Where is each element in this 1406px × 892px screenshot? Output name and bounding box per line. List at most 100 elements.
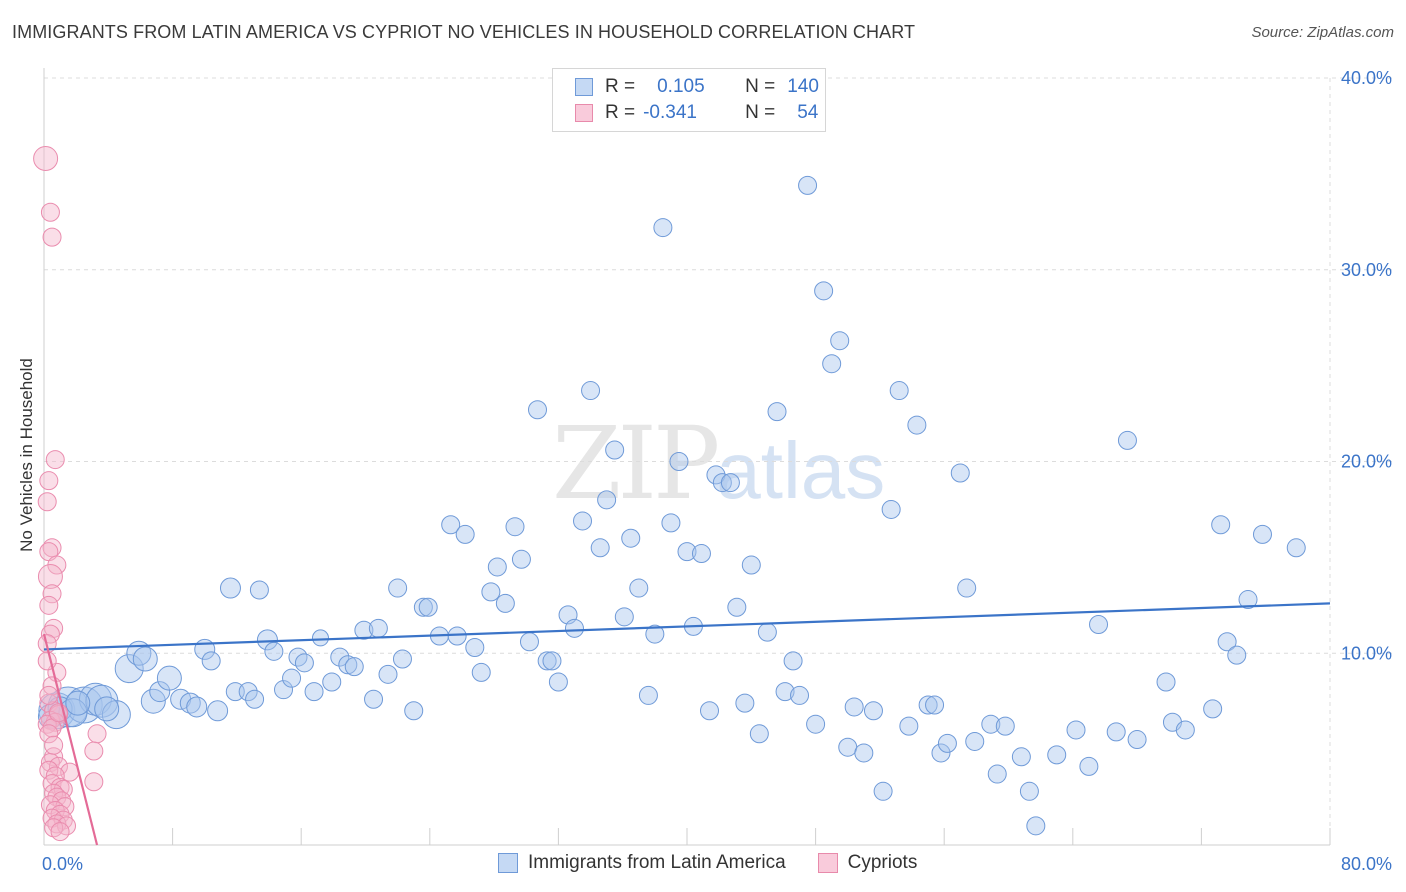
point-immigrants <box>669 452 689 471</box>
point-immigrants <box>645 624 665 644</box>
point-immigrants <box>757 622 777 642</box>
point-immigrants <box>364 689 384 709</box>
legend-swatch-immigrants <box>498 853 518 873</box>
point-immigrants <box>94 696 120 722</box>
point-immigrants <box>249 580 269 600</box>
point-immigrants <box>806 714 826 734</box>
point-immigrants <box>311 629 329 647</box>
point-immigrants <box>573 511 593 531</box>
point-immigrants <box>605 440 625 460</box>
point-cypriots <box>84 741 104 761</box>
legend-r-value-blue: 0.105 <box>657 76 705 97</box>
point-immigrants <box>830 331 850 351</box>
point-immigrants <box>392 649 412 669</box>
point-immigrants <box>749 724 769 744</box>
point-immigrants <box>677 542 697 562</box>
point-immigrants <box>790 685 810 705</box>
point-immigrants <box>937 733 957 753</box>
point-immigrants <box>564 618 584 638</box>
trend-line-immigrants <box>43 602 1331 651</box>
point-immigrants <box>854 743 874 763</box>
point-immigrants <box>404 701 424 721</box>
point-immigrants <box>471 662 491 682</box>
point-immigrants <box>844 697 864 717</box>
point-immigrants <box>511 549 531 569</box>
watermark: ZIPatlas <box>552 405 885 522</box>
legend-label-cypriots: Cypriots <box>847 852 918 873</box>
point-immigrants <box>338 655 358 675</box>
point-immigrants <box>282 668 302 688</box>
point-immigrants <box>950 463 970 483</box>
point-immigrants <box>1019 781 1039 801</box>
point-immigrants <box>661 513 681 533</box>
point-immigrants <box>537 651 557 671</box>
point-immigrants <box>322 672 342 692</box>
point-immigrants <box>691 544 711 564</box>
legend-swatch-blue <box>575 78 593 96</box>
point-immigrants <box>441 515 461 535</box>
point-immigrants <box>186 696 208 718</box>
point-cypriots <box>37 564 63 590</box>
point-immigrants <box>1238 590 1258 610</box>
legend-n-value-blue: 140 <box>787 76 819 97</box>
point-immigrants <box>1066 720 1086 740</box>
point-immigrants <box>889 381 909 401</box>
point-immigrants <box>1127 730 1147 750</box>
legend-row-pink: R = -0.341 N = 54 <box>575 101 818 125</box>
point-cypriots <box>42 227 62 247</box>
point-immigrants <box>1252 524 1272 544</box>
legend-row-blue: R = 0.105 N = 140 <box>575 75 819 99</box>
point-immigrants <box>179 692 201 714</box>
point-immigrants <box>873 781 893 801</box>
point-immigrants <box>65 690 91 716</box>
point-immigrants <box>1106 722 1126 742</box>
y-axis-label: No Vehicles in Household <box>17 358 36 552</box>
point-immigrants <box>219 577 241 599</box>
point-immigrants <box>918 695 938 715</box>
point-immigrants <box>465 637 485 657</box>
point-immigrants <box>201 651 221 671</box>
point-immigrants <box>981 714 1001 734</box>
point-immigrants <box>1026 816 1046 836</box>
point-cypriots <box>37 651 57 671</box>
point-immigrants <box>767 402 787 422</box>
point-cypriots <box>50 822 70 842</box>
point-immigrants <box>925 695 945 715</box>
point-immigrants <box>132 646 158 672</box>
point-immigrants <box>822 354 842 374</box>
point-immigrants <box>907 415 927 435</box>
point-immigrants <box>712 473 732 493</box>
point-immigrants <box>881 499 901 519</box>
legend-n-label-blue: N = <box>745 76 776 97</box>
source-label: Source: ZipAtlas.com <box>1251 24 1394 41</box>
point-immigrants <box>1211 515 1231 535</box>
point-immigrants <box>418 597 438 617</box>
legend-label-immigrants: Immigrants from Latin America <box>528 852 786 873</box>
x-tick-label-max: 80.0% <box>1341 854 1392 874</box>
point-immigrants <box>505 517 525 537</box>
point-immigrants <box>1047 745 1067 765</box>
point-cypriots <box>39 724 59 744</box>
point-immigrants <box>388 578 408 598</box>
legend-r-label-blue: R = <box>605 76 636 97</box>
point-cypriots <box>39 471 59 491</box>
point-immigrants <box>1217 632 1237 652</box>
point-immigrants <box>344 657 364 677</box>
point-cypriots <box>47 814 67 834</box>
point-immigrants <box>1227 645 1247 665</box>
point-cypriots <box>37 492 57 512</box>
point-immigrants <box>481 582 501 602</box>
legend-swatch-cypriots <box>817 853 838 873</box>
point-immigrants <box>245 689 265 709</box>
point-immigrants <box>354 620 374 640</box>
point-immigrants <box>838 737 858 757</box>
legend-item-immigrants: Immigrants from Latin America <box>498 852 786 874</box>
chart-title: IMMIGRANTS FROM LATIN AMERICA VS CYPRIOT… <box>12 22 916 42</box>
point-cypriots <box>44 735 64 755</box>
series-cypriots-points <box>33 146 107 842</box>
tick-labels: 10.0% 20.0% 30.0% 40.0% 0.0% 80.0% <box>42 68 1392 874</box>
point-cypriots <box>87 724 107 744</box>
point-cypriots <box>39 595 59 615</box>
point-immigrants <box>330 647 350 667</box>
